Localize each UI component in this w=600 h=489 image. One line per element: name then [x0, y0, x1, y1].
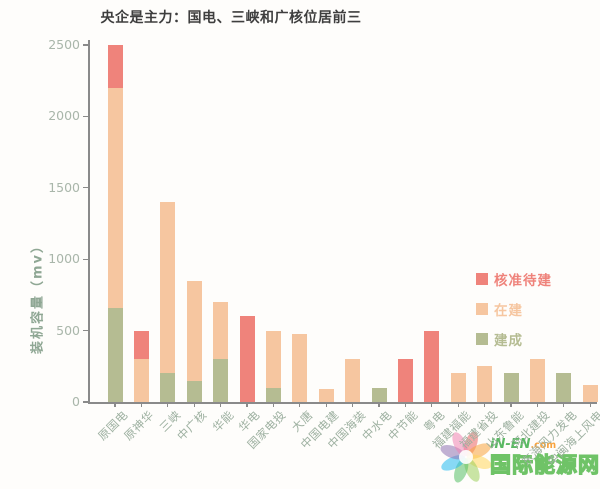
bar-segment-建成 — [503, 373, 519, 402]
bar-segment-在建 — [345, 359, 361, 402]
bar-segment-建成 — [107, 307, 123, 402]
legend-item-在建: 在建 — [476, 298, 552, 320]
x-tick-mark — [589, 403, 591, 407]
bar-segment-在建 — [292, 333, 308, 402]
y-tick-mark — [83, 258, 88, 260]
bar-segment-核准待建 — [239, 316, 255, 402]
pinwheel-icon — [440, 431, 492, 483]
bar-segment-在建 — [450, 373, 466, 402]
y-tick-mark — [83, 44, 88, 46]
x-tick-mark — [351, 403, 354, 407]
x-tick-mark — [193, 403, 195, 407]
x-tick-mark — [563, 403, 565, 407]
x-axis-line — [88, 402, 597, 404]
bar-segment-在建 — [265, 330, 281, 388]
chart-title: 央企是主力：国电、三峡和广核位居前三 — [100, 10, 362, 26]
y-tick-mark — [83, 401, 88, 403]
bar-segment-在建 — [160, 202, 176, 374]
watermark-site-name: 国际能源网 — [489, 452, 600, 477]
bar-segment-在建 — [186, 280, 202, 381]
y-tick-mark — [83, 187, 88, 189]
x-tick-mark — [378, 403, 380, 407]
legend-item-核准待建: 核准待建 — [476, 268, 552, 290]
bar-segment-建成 — [265, 387, 281, 402]
y-tick-label: 1000 — [48, 251, 80, 267]
bar-segment-在建 — [318, 389, 334, 402]
legend: 核准待建 在建 建成 — [476, 268, 552, 358]
legend-label: 建成 — [494, 333, 523, 349]
watermark-brand: iN-EN.com — [490, 436, 557, 452]
watermark: iN-EN.com 国际能源网 — [436, 427, 600, 487]
x-tick-mark — [219, 403, 222, 407]
watermark-text: iN-EN.com 国际能源网 — [489, 436, 600, 477]
bar-segment-建成 — [556, 373, 572, 402]
y-tick-label: 500 — [56, 322, 80, 338]
bar-segment-在建 — [133, 359, 149, 402]
x-tick-mark — [431, 403, 433, 407]
legend-label: 在建 — [494, 303, 523, 319]
bar-segment-核准待建 — [424, 330, 440, 402]
x-tick-mark — [246, 403, 248, 407]
x-tick-mark — [272, 403, 275, 407]
bar-segment-建成 — [160, 373, 176, 402]
x-tick-mark — [510, 403, 512, 407]
bar-segment-建成 — [371, 387, 387, 402]
bar-segment-核准待建 — [397, 359, 413, 402]
x-tick-mark — [140, 403, 143, 407]
pinwheel-petal — [463, 431, 478, 457]
x-tick-mark — [536, 403, 539, 407]
y-tick-label: 2000 — [48, 108, 80, 124]
x-tick-mark — [299, 403, 301, 407]
legend-label: 核准待建 — [494, 273, 552, 289]
y-tick-mark — [83, 329, 88, 332]
y-axis-line — [88, 40, 90, 402]
pinwheel-petal — [454, 457, 469, 483]
x-tick-mark — [167, 403, 169, 407]
pinwheel-petal — [440, 445, 466, 460]
bar-segment-在建 — [213, 302, 229, 360]
y-tick-label: 0 — [72, 394, 80, 409]
x-tick-mark — [114, 403, 116, 407]
legend-swatch-icon — [476, 303, 488, 315]
legend-swatch-icon — [476, 273, 488, 285]
pinwheel-petal — [466, 454, 492, 469]
x-tick-mark — [457, 403, 459, 407]
y-tick-label: 1500 — [48, 179, 80, 195]
y-tick-label: 2500 — [48, 37, 80, 52]
bar-segment-建成 — [186, 380, 202, 402]
bar-segment-在建 — [107, 87, 123, 308]
pinwheel-center — [459, 450, 473, 464]
bar-segment-在建 — [477, 366, 493, 402]
legend-swatch-icon — [476, 333, 488, 345]
x-tick-mark — [483, 403, 486, 407]
bar-segment-在建 — [529, 359, 545, 402]
bar-segment-核准待建 — [107, 45, 123, 88]
legend-item-建成: 建成 — [476, 328, 552, 350]
x-tick-mark — [404, 403, 407, 407]
plot-area — [88, 45, 598, 402]
y-tick-mark — [83, 115, 88, 118]
bar-segment-核准待建 — [133, 330, 149, 360]
x-tick-mark — [325, 403, 327, 407]
bar-segment-在建 — [582, 384, 598, 402]
bar-segment-建成 — [213, 359, 229, 402]
